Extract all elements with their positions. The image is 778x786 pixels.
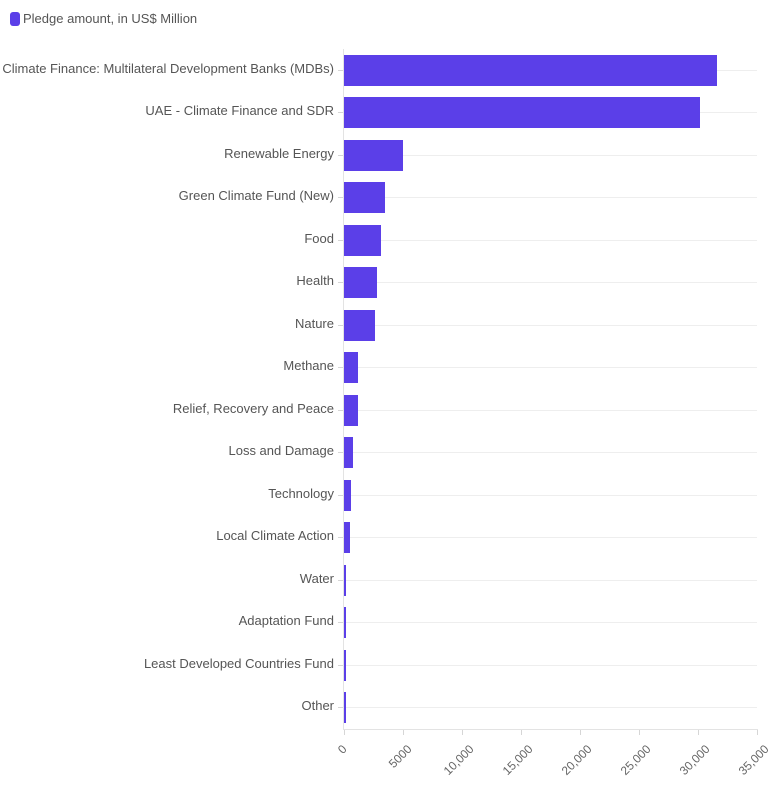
category-label: Climate Finance: Multilateral Developmen… — [2, 61, 334, 76]
y-tick — [338, 324, 343, 326]
bar[interactable] — [344, 479, 352, 511]
bar[interactable] — [344, 692, 347, 724]
category-label: Loss and Damage — [228, 443, 334, 459]
gridline — [344, 579, 757, 581]
x-tick — [521, 730, 522, 735]
bar-row: Nature — [0, 304, 778, 346]
y-tick — [338, 282, 343, 284]
x-axis-line — [343, 729, 758, 730]
bar-row: Health — [0, 261, 778, 303]
bar[interactable] — [344, 55, 717, 86]
x-tick — [344, 730, 345, 735]
gridline — [344, 197, 757, 199]
bar-row: Methane — [0, 346, 778, 388]
y-tick — [338, 664, 343, 666]
x-tick — [403, 730, 404, 735]
category-label: Other — [301, 698, 334, 714]
y-tick — [338, 409, 343, 411]
category-label: Adaptation Fund — [238, 613, 334, 629]
y-tick — [338, 197, 343, 199]
gridline — [344, 494, 757, 496]
bar-row: Loss and Damage — [0, 431, 778, 473]
bar[interactable] — [344, 564, 347, 596]
category-label: Green Climate Fund (New) — [178, 188, 334, 204]
gridline — [344, 324, 757, 326]
category-label: Health — [296, 273, 334, 289]
x-tick — [757, 730, 758, 735]
bar[interactable] — [344, 522, 350, 554]
x-tick-label: 25,000 — [617, 742, 654, 778]
bar[interactable] — [344, 224, 381, 256]
bar-row: UAE - Climate Finance and SDR — [0, 91, 778, 133]
gridline — [344, 409, 757, 411]
gridline — [344, 707, 757, 709]
gridline — [344, 452, 757, 454]
bar-row: Water — [0, 559, 778, 601]
category-label: Renewable Energy — [224, 145, 334, 161]
bar[interactable] — [344, 97, 701, 129]
y-tick — [338, 112, 343, 114]
x-tick — [639, 730, 640, 735]
gridline — [344, 664, 757, 666]
x-tick-label: 10,000 — [440, 742, 477, 778]
gridline — [344, 282, 757, 284]
category-label: Nature — [294, 315, 334, 331]
x-tick-label: 35,000 — [735, 742, 772, 778]
legend[interactable]: Pledge amount, in US$ Million — [10, 11, 197, 26]
y-tick — [338, 537, 343, 539]
gridline — [344, 622, 757, 624]
category-label: Food — [304, 230, 334, 246]
category-label: Least Developed Countries Fund — [143, 655, 334, 671]
legend-label: Pledge amount, in US$ Million — [23, 11, 198, 26]
y-axis-line — [343, 49, 344, 730]
y-tick — [338, 452, 343, 454]
category-label: Methane — [283, 358, 334, 374]
bar[interactable] — [344, 649, 347, 681]
gridline — [344, 239, 757, 241]
bar[interactable] — [344, 352, 359, 384]
y-tick — [338, 239, 343, 241]
category-label: Technology — [268, 485, 334, 501]
gridline — [344, 537, 757, 539]
bar-row: Climate Finance: Multilateral Developmen… — [0, 49, 778, 91]
y-tick — [338, 707, 343, 709]
bar[interactable] — [344, 309, 375, 341]
x-tick-label: 0 — [335, 742, 350, 757]
bar[interactable] — [344, 182, 386, 214]
bar-row: Adaptation Fund — [0, 601, 778, 643]
gridline — [344, 367, 757, 369]
bar[interactable] — [344, 394, 359, 426]
bar-row: Renewable Energy — [0, 134, 778, 176]
category-label: Relief, Recovery and Peace — [172, 400, 334, 416]
category-label: Local Climate Action — [216, 528, 334, 544]
bar[interactable] — [344, 267, 378, 299]
bar-row: Least Developed Countries Fund — [0, 644, 778, 686]
bar-row: Local Climate Action — [0, 516, 778, 558]
y-tick — [338, 579, 343, 581]
bar-row: Green Climate Fund (New) — [0, 176, 778, 218]
bar[interactable] — [344, 607, 347, 639]
bar-row: Food — [0, 219, 778, 261]
x-tick — [580, 730, 581, 735]
bar[interactable] — [344, 139, 403, 171]
bar-row: Relief, Recovery and Peace — [0, 389, 778, 431]
category-label: UAE - Climate Finance and SDR — [145, 103, 334, 119]
bar-row: Technology — [0, 474, 778, 516]
y-tick — [338, 154, 343, 156]
x-tick-label: 5000 — [386, 742, 415, 771]
x-tick-label: 20,000 — [558, 742, 595, 778]
x-tick-label: 15,000 — [499, 742, 536, 778]
category-label: Water — [299, 570, 334, 586]
y-tick — [338, 70, 343, 71]
legend-swatch — [10, 11, 20, 26]
gridline — [344, 154, 757, 156]
x-tick — [698, 730, 699, 735]
y-tick — [338, 494, 343, 496]
y-tick — [338, 622, 343, 624]
x-tick-label: 30,000 — [676, 742, 713, 778]
y-tick — [338, 367, 343, 369]
bar-row: Other — [0, 686, 778, 728]
bar[interactable] — [344, 437, 354, 469]
x-tick — [462, 730, 463, 735]
